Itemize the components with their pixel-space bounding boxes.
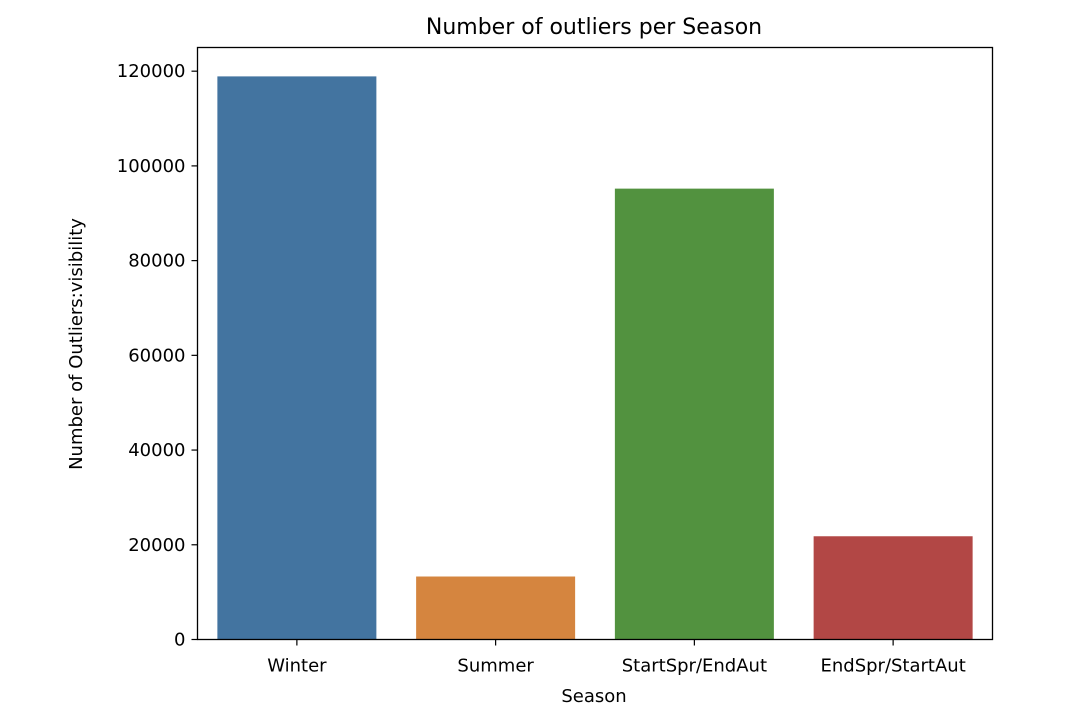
bar-startspr-endaut xyxy=(614,188,774,640)
y-tick-label: 80000 xyxy=(128,251,185,272)
x-tick-label: EndSpr/StartAut xyxy=(820,656,965,677)
y-tick-label: 0 xyxy=(174,630,185,651)
bar-winter xyxy=(217,76,377,640)
plot-frame xyxy=(196,46,994,641)
bar-endspr-startaut xyxy=(813,536,973,640)
y-tick-label: 100000 xyxy=(117,156,186,177)
bar-summer xyxy=(416,576,576,640)
x-axis-label: Season xyxy=(561,686,626,707)
chart-title: Number of outliers per Season xyxy=(426,15,762,40)
y-axis: 0 20000 40000 60000 80000 100000 120000 xyxy=(117,61,198,651)
y-tick-label: 60000 xyxy=(128,345,185,366)
x-axis: Winter Summer StartSpr/EndAut EndSpr/StartA… xyxy=(267,639,966,677)
x-tick-label: StartSpr/EndAut xyxy=(622,656,767,677)
y-tick-label: 20000 xyxy=(128,535,185,556)
x-tick-label: Summer xyxy=(457,656,534,677)
y-tick-label: 40000 xyxy=(128,440,185,461)
y-axis-label: Number of Outliers:visibility xyxy=(66,218,87,470)
x-tick-label: Winter xyxy=(267,656,327,677)
bars xyxy=(217,76,973,640)
y-tick-label: 120000 xyxy=(117,61,186,82)
